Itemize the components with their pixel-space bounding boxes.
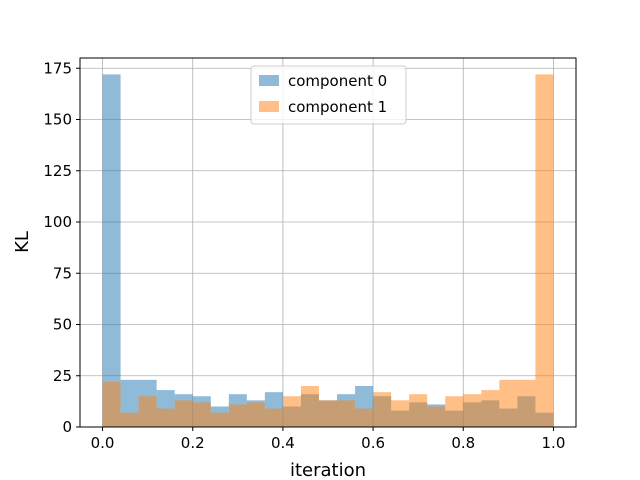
y-axis-ticks: 0 25 50 75 100 125 150 175 [43,59,80,436]
x-tick-label: 0.2 [181,434,205,452]
bar-series-1-bin-23 [517,379,536,427]
bar-series-1-bin-3 [156,408,175,427]
bar-series-1-bin-4 [174,400,193,427]
bar-series-1-bin-16 [391,400,410,427]
x-axis-label: iteration [290,460,366,480]
y-tick-label: 75 [53,264,72,282]
bar-series-1-bin-20 [463,394,482,427]
bar-series-1-bin-17 [409,394,428,427]
bar-series-1-bin-19 [445,396,464,427]
legend-swatch-1 [259,101,279,112]
bar-series-1-bin-6 [210,412,229,427]
legend-label-0: component 0 [288,72,387,90]
bar-series-1-bin-9 [264,408,283,427]
bar-series-1-bin-15 [373,392,392,427]
plot-frame [79,57,577,428]
bar-series-1-bin-24 [535,74,554,428]
legend: component 0 component 1 [250,65,407,125]
y-tick-label: 175 [43,59,72,77]
legend-box [250,65,407,125]
bar-series-1-bin-2 [138,396,157,427]
y-axis-label: KL [12,231,33,253]
bar-series-1-bin-12 [318,400,338,427]
bars-group [102,74,554,428]
x-tick-label: 0.6 [361,434,385,452]
x-tick-label: 0.8 [451,434,475,452]
bar-series-1-bin-13 [337,400,356,427]
bar-series-1-bin-14 [355,408,374,427]
bar-series-1-bin-8 [246,402,265,427]
bar-series-1-bin-18 [427,406,446,427]
x-axis-ticks: 0.0 0.2 0.4 0.6 0.8 1.0 [91,427,566,452]
legend-label-1: component 1 [288,98,387,116]
bar-series-1-bin-1 [120,412,139,427]
y-tick-label: 150 [43,111,72,129]
y-tick-label: 125 [43,162,72,180]
bar-series-1-bin-0 [102,381,121,427]
bar-series-1-bin-21 [481,390,500,427]
y-tick-label: 0 [62,418,72,436]
legend-swatch-0 [259,75,279,86]
bar-series-1-bin-5 [192,402,211,427]
y-tick-label: 50 [53,316,72,334]
bar-series-1-bin-7 [228,404,247,427]
bar-series-0-bin-0 [102,74,121,428]
x-tick-label: 1.0 [542,434,566,452]
bar-series-1-bin-10 [282,396,301,427]
x-tick-label: 0.0 [91,434,115,452]
bar-series-1-bin-22 [499,379,518,427]
x-tick-label: 0.4 [271,434,295,452]
y-tick-label: 100 [43,213,72,231]
y-tick-label: 25 [53,367,72,385]
bar-series-1-bin-11 [300,386,319,427]
